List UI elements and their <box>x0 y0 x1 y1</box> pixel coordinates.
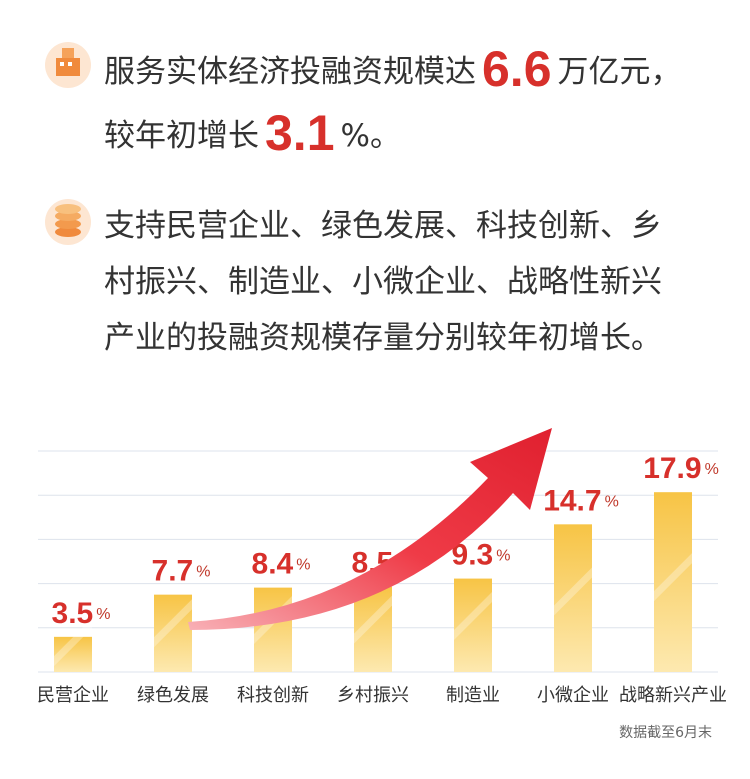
value-unit: % <box>496 548 510 565</box>
value-label: 3.5% <box>52 597 111 630</box>
value-label: 8.4% <box>252 548 311 581</box>
bar-shine <box>354 595 392 644</box>
value-label: 7.7% <box>152 555 211 588</box>
headline-2: 较年初增长 3.1%。 <box>104 104 401 162</box>
value-unit: % <box>605 494 619 511</box>
bar <box>54 636 92 672</box>
value-number: 8.4 <box>252 548 294 581</box>
bar <box>654 492 692 672</box>
x-tick-label: 制造业 <box>446 685 500 706</box>
highlight-number: 3.1 <box>265 105 335 161</box>
value-unit: % <box>705 461 719 478</box>
value-label: 9.3% <box>452 538 511 571</box>
value-number: 7.7 <box>152 555 194 588</box>
value-number: 3.5 <box>52 597 94 630</box>
bar <box>554 524 592 672</box>
trend-arrow <box>188 428 552 630</box>
value-unit: % <box>96 606 110 623</box>
bar <box>354 586 392 672</box>
paragraph: 支持民营企业、绿色发展、科技创新、乡村振兴、制造业、小微企业、战略性新兴产业的投… <box>104 208 662 356</box>
x-tick-label: 民营企业 <box>37 685 109 706</box>
x-tick-label: 战略新兴产业 <box>619 685 727 706</box>
footnote: 数据截至6月末 <box>619 725 712 741</box>
plot: 民营企业3.5%绿色发展7.7%科技创新8.4%乡村振兴8.5%制造业9.3%小… <box>37 450 727 706</box>
icon-coins <box>45 199 91 245</box>
text: 较年初增长 <box>104 118 259 154</box>
x-tick-label: 科技创新 <box>237 685 309 706</box>
bar-shine <box>54 618 92 667</box>
value-label: 17.9% <box>643 452 719 485</box>
highlight-number: 6.6 <box>482 41 552 97</box>
value-number: 17.9 <box>643 452 701 485</box>
headline-1: 服务实体经济投融资规模达 6.6 万亿元， <box>104 40 682 98</box>
bar-shine <box>154 599 192 648</box>
value-unit: % <box>196 564 210 581</box>
value-number: 14.7 <box>543 484 601 517</box>
bar <box>454 578 492 672</box>
bar-shine <box>454 591 492 640</box>
x-tick-label: 小微企业 <box>537 685 609 706</box>
x-tick-label: 乡村振兴 <box>337 685 409 706</box>
unit: %。 <box>340 118 401 154</box>
unit: 万亿元， <box>557 54 682 90</box>
value-label: 14.7% <box>543 484 619 517</box>
bar <box>254 587 292 672</box>
bar-shine <box>554 567 592 616</box>
value-unit: % <box>296 557 310 574</box>
bar <box>154 594 192 672</box>
bar-shine <box>654 553 692 602</box>
x-tick-label: 绿色发展 <box>137 685 209 706</box>
text: 服务实体经济投融资规模达 <box>104 54 476 90</box>
icon-building <box>45 42 91 88</box>
